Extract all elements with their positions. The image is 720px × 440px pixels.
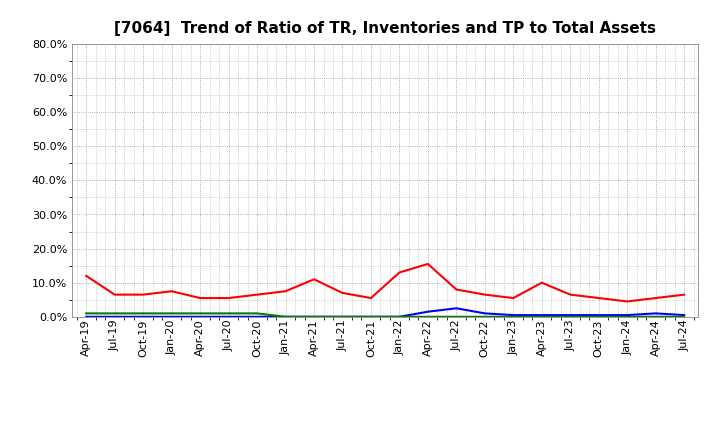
Trade Receivables: [167, 289, 176, 294]
Trade Payables: [509, 314, 518, 319]
Trade Receivables: [253, 292, 261, 297]
Trade Receivables: [566, 292, 575, 297]
Trade Receivables: [310, 277, 318, 282]
Trade Payables: [423, 314, 432, 319]
Inventories: [253, 314, 261, 319]
Trade Payables: [452, 314, 461, 319]
Trade Receivables: [282, 289, 290, 294]
Trade Payables: [537, 314, 546, 319]
Inventories: [423, 309, 432, 314]
Inventories: [110, 314, 119, 319]
Trade Receivables: [452, 287, 461, 292]
Trade Receivables: [225, 295, 233, 301]
Trade Receivables: [509, 295, 518, 301]
Trade Receivables: [196, 295, 204, 301]
Line: Inventories: Inventories: [86, 308, 684, 317]
Inventories: [652, 311, 660, 316]
Title: [7064]  Trend of Ratio of TR, Inventories and TP to Total Assets: [7064] Trend of Ratio of TR, Inventories…: [114, 21, 656, 36]
Trade Receivables: [595, 295, 603, 301]
Trade Payables: [566, 314, 575, 319]
Inventories: [509, 312, 518, 318]
Inventories: [537, 312, 546, 318]
Trade Payables: [680, 314, 688, 319]
Trade Receivables: [680, 292, 688, 297]
Inventories: [366, 314, 375, 319]
Inventories: [566, 312, 575, 318]
Trade Receivables: [338, 290, 347, 296]
Trade Payables: [253, 311, 261, 316]
Inventories: [167, 314, 176, 319]
Line: Trade Receivables: Trade Receivables: [86, 264, 684, 301]
Trade Payables: [480, 314, 489, 319]
Trade Payables: [282, 314, 290, 319]
Trade Payables: [595, 314, 603, 319]
Trade Payables: [366, 314, 375, 319]
Trade Payables: [310, 314, 318, 319]
Trade Payables: [167, 311, 176, 316]
Trade Receivables: [139, 292, 148, 297]
Inventories: [338, 314, 347, 319]
Inventories: [452, 306, 461, 311]
Inventories: [480, 311, 489, 316]
Trade Payables: [139, 311, 148, 316]
Trade Receivables: [537, 280, 546, 285]
Line: Trade Payables: Trade Payables: [86, 313, 684, 317]
Inventories: [310, 314, 318, 319]
Trade Payables: [395, 314, 404, 319]
Inventories: [395, 314, 404, 319]
Trade Receivables: [82, 273, 91, 279]
Trade Receivables: [480, 292, 489, 297]
Inventories: [680, 312, 688, 318]
Trade Payables: [82, 311, 91, 316]
Inventories: [82, 314, 91, 319]
Trade Payables: [110, 311, 119, 316]
Trade Payables: [652, 314, 660, 319]
Inventories: [595, 312, 603, 318]
Trade Receivables: [110, 292, 119, 297]
Inventories: [139, 314, 148, 319]
Trade Receivables: [423, 261, 432, 267]
Trade Payables: [196, 311, 204, 316]
Trade Payables: [623, 314, 631, 319]
Inventories: [282, 314, 290, 319]
Inventories: [225, 314, 233, 319]
Inventories: [623, 312, 631, 318]
Inventories: [196, 314, 204, 319]
Trade Payables: [338, 314, 347, 319]
Trade Receivables: [652, 295, 660, 301]
Trade Payables: [225, 311, 233, 316]
Trade Receivables: [366, 295, 375, 301]
Trade Receivables: [395, 270, 404, 275]
Trade Receivables: [623, 299, 631, 304]
